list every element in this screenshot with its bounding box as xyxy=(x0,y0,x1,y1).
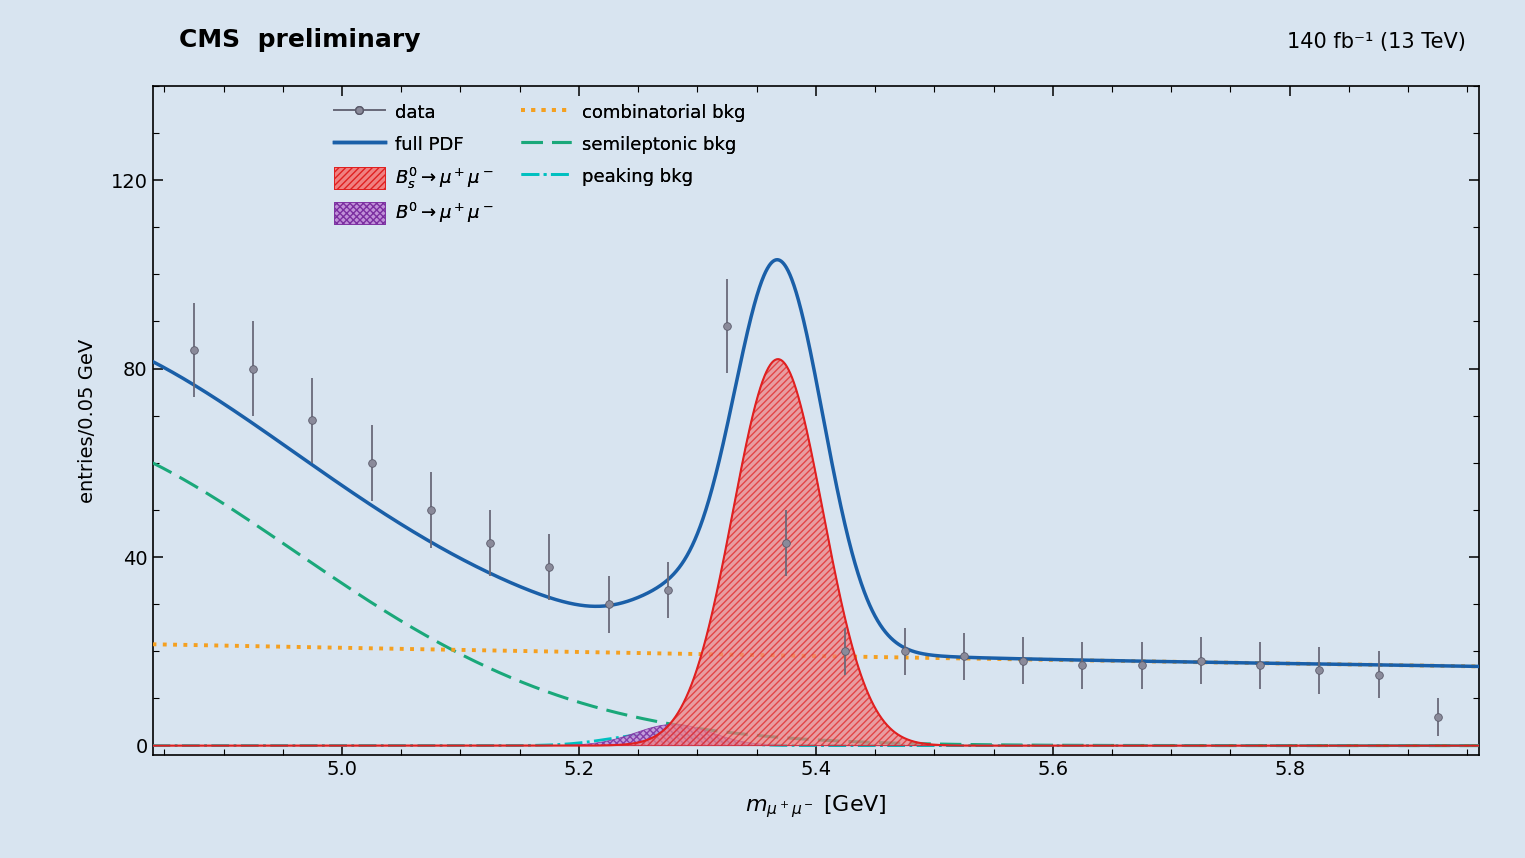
Text: 140 fb⁻¹ (13 TeV): 140 fb⁻¹ (13 TeV) xyxy=(1287,33,1466,52)
Legend: data, full PDF, $B^0_s \to \mu^+\mu^-$, $B^0 \to \mu^+\mu^-$, combinatorial bkg,: data, full PDF, $B^0_s \to \mu^+\mu^-$, … xyxy=(334,101,746,225)
Y-axis label: entries/0.05 GeV: entries/0.05 GeV xyxy=(78,338,96,503)
Text: CMS  preliminary: CMS preliminary xyxy=(178,28,421,52)
X-axis label: $m_{\mu^+\mu^-}$ [GeV]: $m_{\mu^+\mu^-}$ [GeV] xyxy=(746,793,886,819)
